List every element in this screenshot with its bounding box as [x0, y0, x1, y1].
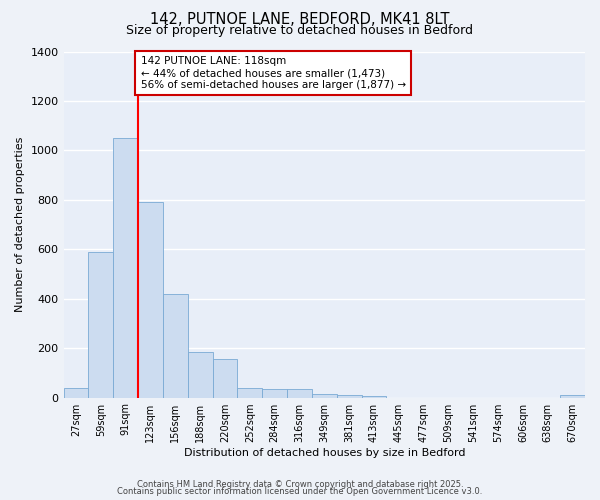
Text: Contains public sector information licensed under the Open Government Licence v3: Contains public sector information licen…	[118, 487, 482, 496]
Bar	[362, 396, 386, 398]
Text: Size of property relative to detached houses in Bedford: Size of property relative to detached ho…	[127, 24, 473, 37]
Bar	[560, 395, 585, 398]
Bar	[238, 388, 262, 398]
Bar	[212, 360, 238, 398]
Text: 142, PUTNOE LANE, BEDFORD, MK41 8LT: 142, PUTNOE LANE, BEDFORD, MK41 8LT	[150, 12, 450, 28]
Bar	[138, 202, 163, 398]
Bar	[113, 138, 138, 398]
Bar	[337, 395, 362, 398]
Bar	[64, 388, 88, 398]
Bar	[312, 394, 337, 398]
Bar	[262, 389, 287, 398]
Bar	[163, 294, 188, 398]
Text: 142 PUTNOE LANE: 118sqm
← 44% of detached houses are smaller (1,473)
56% of semi: 142 PUTNOE LANE: 118sqm ← 44% of detache…	[140, 56, 406, 90]
Bar	[188, 352, 212, 398]
X-axis label: Distribution of detached houses by size in Bedford: Distribution of detached houses by size …	[184, 448, 465, 458]
Bar	[287, 389, 312, 398]
Bar	[88, 252, 113, 398]
Text: Contains HM Land Registry data © Crown copyright and database right 2025.: Contains HM Land Registry data © Crown c…	[137, 480, 463, 489]
Y-axis label: Number of detached properties: Number of detached properties	[15, 137, 25, 312]
